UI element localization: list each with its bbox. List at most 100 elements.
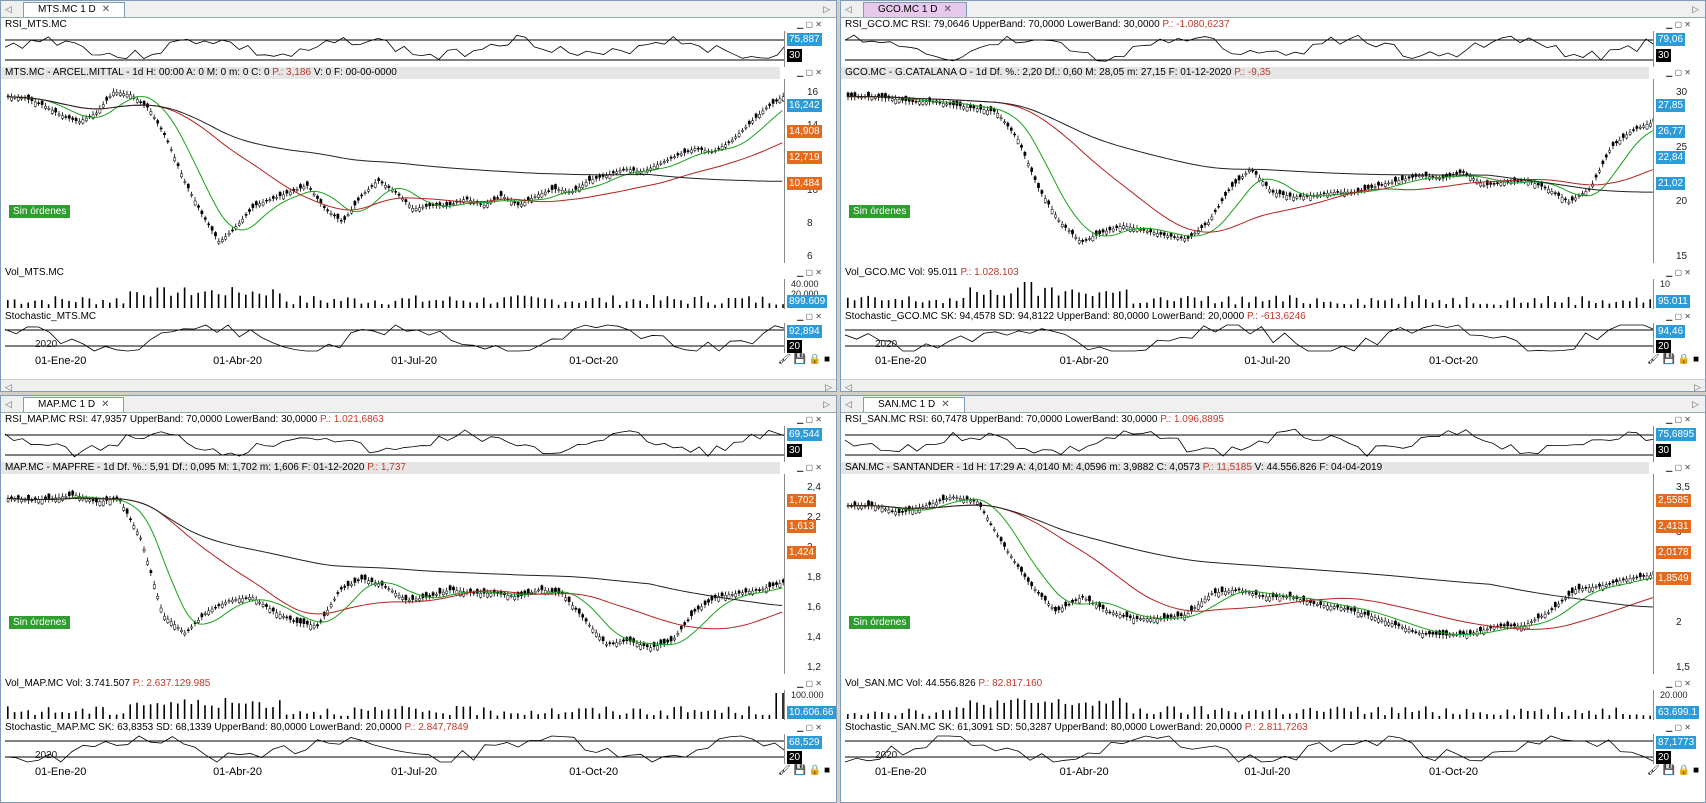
volume-bar [935,712,937,719]
candle-body [271,607,275,612]
volume-bar [1397,713,1400,719]
scroll-left-icon[interactable]: ◁ [5,382,12,392]
candle-body [210,608,214,613]
tab-scroll-right-icon[interactable]: ▷ [823,399,830,409]
tab-close-icon[interactable]: ✕ [101,399,110,410]
chart-toolbar-icons[interactable]: 🖌 💾 🔒 ■ [778,765,830,776]
rsi-title-window-buttons[interactable]: ▁ ▢ ✕ [797,415,822,424]
tab-scroll-left-icon[interactable]: ◁ [845,4,852,14]
candle-body [1234,179,1238,184]
tab-scroll-left-icon[interactable]: ◁ [5,399,12,409]
candle-body [394,592,398,597]
volume-bar [1309,707,1311,719]
candle-body [1169,614,1173,618]
candle-body [261,202,265,206]
candle-body [1417,632,1421,635]
candle-body [1343,608,1346,611]
volume-bar [381,304,383,308]
chart-tab[interactable]: MAP.MC 1 D ✕ [23,397,125,412]
stochastic-title-window-buttons[interactable]: ▁ ▢ ✕ [1666,312,1691,321]
tab-close-icon[interactable]: ✕ [943,4,952,15]
volume-title-window-buttons[interactable]: ▁ ▢ ✕ [1666,679,1691,688]
price-title-window-buttons[interactable]: ▁ ▢ ✕ [1666,463,1691,472]
rsi-title-window-buttons[interactable]: ▁ ▢ ✕ [797,20,822,29]
volume-bar [285,301,288,308]
candle-body [1553,192,1557,194]
volume-bar [469,706,471,719]
orders-status-badge[interactable]: Sin órdenes [849,205,911,218]
volume-bar [279,700,281,719]
horizontal-scrollbar[interactable]: ◁ ▷ [841,379,1705,392]
candle-body [1190,233,1193,236]
volume-tick-label: 10 [1660,279,1671,289]
volume-bar [115,298,118,308]
volume-bar [1166,300,1169,308]
chart-tab[interactable]: MTS.MC 1 D ✕ [23,2,126,17]
candle-body [1305,601,1309,605]
year-label: 2020 [35,339,58,350]
tab-close-icon[interactable]: ✕ [941,399,950,410]
price-tick-label: 16 [807,87,819,98]
chart-tab[interactable]: GCO.MC 1 D ✕ [863,2,967,17]
candle-body [1278,190,1282,195]
chart-toolbar-icons[interactable]: 🖌 💾 🔒 ■ [1647,354,1699,365]
candle-body [356,197,360,201]
tab-scroll-left-icon[interactable]: ◁ [845,399,852,409]
price-title-window-buttons[interactable]: ▁ ▢ ✕ [1666,68,1691,77]
orders-status-badge[interactable]: Sin órdenes [9,205,71,218]
candle-body [958,498,962,501]
volume-bar [571,712,573,719]
volume-bar [1255,296,1257,308]
tab-scroll-left-icon[interactable]: ◁ [5,4,12,14]
scroll-left-icon[interactable]: ◁ [845,382,852,392]
candle-body [686,619,690,622]
horizontal-scrollbar[interactable]: ◁ ▷ [1,379,836,392]
candle-body [1081,240,1085,242]
rsi-title-window-buttons[interactable]: ▁ ▢ ✕ [1666,20,1691,29]
volume-title-window-buttons[interactable]: ▁ ▢ ✕ [797,679,822,688]
volume-title-window-buttons[interactable]: ▁ ▢ ✕ [797,268,822,277]
candle-body [1319,601,1323,606]
orders-status-badge[interactable]: Sin órdenes [9,616,71,629]
chart-toolbar-icons[interactable]: 🖌 💾 🔒 ■ [1647,765,1699,776]
volume-bar [1561,302,1563,308]
chart-toolbar-icons[interactable]: 🖌 💾 🔒 ■ [778,354,830,365]
candle-body [1632,129,1635,131]
candle-body [91,114,95,119]
stochastic-title-window-buttons[interactable]: ▁ ▢ ✕ [797,723,822,732]
stochastic-title-window-buttons[interactable]: ▁ ▢ ✕ [1666,723,1691,732]
volume-bar [129,704,131,719]
tab-close-icon[interactable]: ✕ [101,4,111,15]
rsi-title-window-buttons[interactable]: ▁ ▢ ✕ [1666,415,1691,424]
orders-status-badge[interactable]: Sin órdenes [849,616,911,629]
candle-body [1315,604,1319,606]
tab-scroll-right-icon[interactable]: ▷ [1692,399,1699,409]
year-label: 2020 [875,750,898,761]
volume-bar [632,299,635,308]
volume-bar [1357,298,1359,308]
volume-bar [1506,709,1509,719]
tab-scroll-right-icon[interactable]: ▷ [823,4,830,14]
candle-body [387,185,391,188]
candle-body [414,598,418,601]
price-title-window-buttons[interactable]: ▁ ▢ ✕ [797,463,822,472]
candle-body [989,523,993,525]
volume-title-window-buttons[interactable]: ▁ ▢ ✕ [1666,268,1691,277]
candle-body [465,196,469,200]
candle-body [237,222,241,226]
volume-axis: 40.000 20.000 899.609 [784,279,836,309]
candle-body [1431,175,1435,178]
chart-tab[interactable]: SAN.MC 1 D ✕ [863,397,965,412]
stochastic-title-window-buttons[interactable]: ▁ ▢ ✕ [797,312,822,321]
scroll-right-icon[interactable]: ▷ [825,382,832,392]
volume-bar [34,714,36,719]
tab-scroll-right-icon[interactable]: ▷ [1692,4,1699,14]
candle-body [1489,182,1493,185]
scroll-right-icon[interactable]: ▷ [1694,382,1701,392]
volume-bar [1452,297,1454,308]
volume-bar [1459,714,1461,719]
price-title-window-buttons[interactable]: ▁ ▢ ✕ [797,68,822,77]
candle-body [1108,226,1112,231]
candle-body [309,188,313,190]
candle-body [1506,621,1510,627]
